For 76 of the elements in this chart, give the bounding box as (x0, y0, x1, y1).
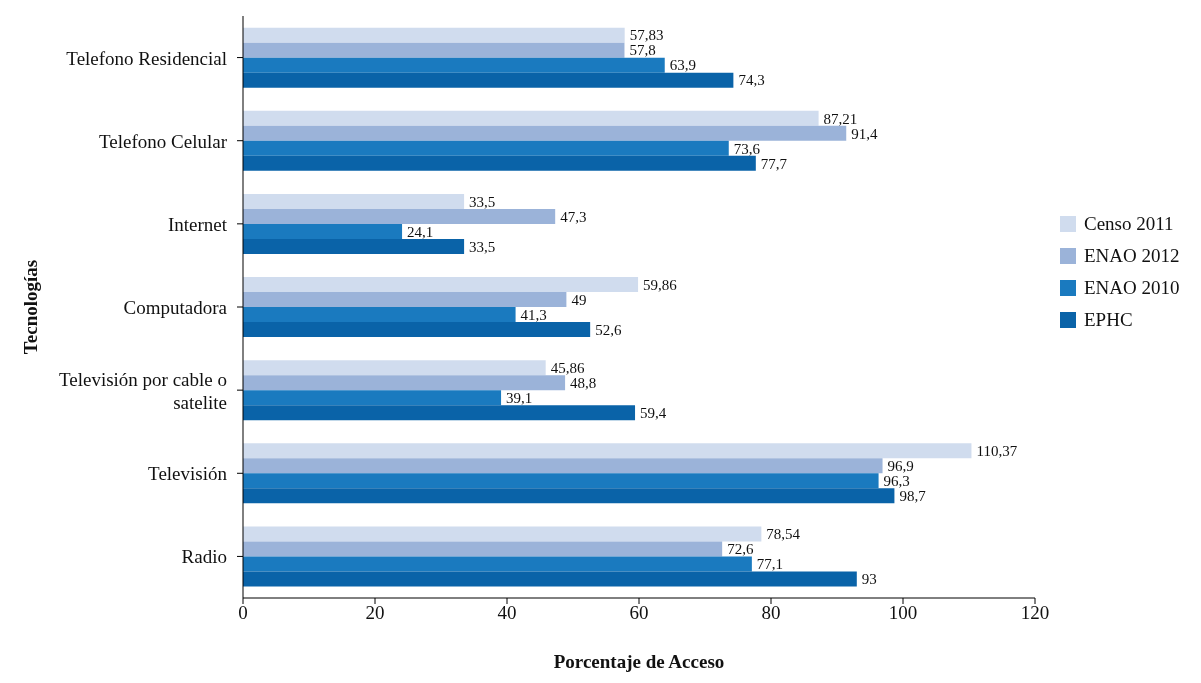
data-label: 98,7 (899, 488, 927, 505)
data-label: 77,7 (760, 155, 788, 172)
bar (243, 292, 567, 308)
y-tick-label: Telefono Celular (99, 130, 228, 152)
x-tick-label: 20 (365, 602, 385, 624)
data-label: 72,6 (727, 541, 754, 558)
y-axis-title: Tecnologías (19, 259, 41, 355)
bar (243, 571, 857, 587)
bar (243, 42, 625, 58)
data-label: 59,4 (640, 405, 667, 422)
bar (243, 125, 847, 141)
data-label: 33,5 (469, 193, 496, 210)
bar (243, 110, 819, 126)
bar (243, 360, 546, 376)
data-label: 47,3 (560, 208, 587, 225)
data-label: 39,1 (506, 390, 533, 407)
bar (243, 155, 756, 171)
legend-label: ENAO 2012 (1084, 245, 1180, 267)
data-label: 96,9 (887, 458, 914, 475)
bar (243, 322, 591, 338)
bar (243, 526, 762, 542)
data-label: 110,37 (976, 443, 1018, 460)
data-label: 48,8 (570, 375, 597, 392)
data-label: 78,54 (766, 526, 801, 543)
bar (243, 57, 665, 73)
bar (243, 238, 465, 254)
y-tick-label: Telefono Residencial (66, 47, 227, 69)
bar (243, 140, 729, 156)
x-axis-title: Porcentaje de Acceso (553, 651, 725, 672)
bar (243, 208, 556, 224)
bar (243, 473, 879, 489)
bar (243, 277, 639, 293)
x-tick-label: 0 (238, 602, 248, 624)
data-label: 63,9 (669, 57, 696, 74)
data-label: 93 (861, 571, 877, 588)
y-tick-label: Internet (167, 213, 228, 235)
y-tick-label: Televisión (148, 462, 228, 484)
bar (243, 193, 465, 209)
data-label: 96,3 (883, 473, 910, 490)
y-tick-label: Televisión por cable o satelite (58, 368, 227, 413)
data-label: 33,5 (469, 238, 496, 255)
data-label: 49 (571, 291, 587, 308)
legend-label: Censo 2011 (1084, 213, 1174, 235)
legend-label: EPHC (1084, 309, 1133, 331)
bar (243, 72, 734, 88)
bar (243, 488, 895, 504)
data-label: 59,86 (643, 276, 678, 293)
bar (243, 375, 566, 391)
bar (243, 458, 883, 474)
data-label: 41,3 (520, 306, 547, 323)
data-label: 52,6 (595, 321, 622, 338)
bar (243, 307, 516, 323)
data-label: 77,1 (756, 556, 784, 573)
x-tick-label: 80 (761, 602, 781, 624)
x-tick-label: 100 (888, 602, 918, 624)
x-tick-label: 60 (629, 602, 649, 624)
y-tick-label: Radio (181, 545, 227, 567)
x-tick-label: 120 (1020, 602, 1050, 624)
bar (243, 556, 752, 572)
data-label: 57,83 (629, 27, 664, 44)
data-label: 24,1 (407, 223, 434, 240)
y-tick-label: Computadora (123, 296, 228, 318)
x-tick-label: 40 (497, 602, 517, 624)
data-label: 91,4 (851, 125, 878, 142)
bar (243, 390, 502, 406)
bar (243, 541, 723, 557)
data-label: 45,86 (550, 360, 585, 377)
legend-label: ENAO 2010 (1084, 277, 1180, 299)
data-label: 73,6 (733, 140, 761, 157)
data-label: 74,3 (738, 72, 765, 89)
bar (243, 27, 625, 43)
bar (243, 223, 403, 239)
bar (243, 443, 972, 459)
data-label: 57,8 (629, 42, 656, 59)
data-label: 87,21 (823, 110, 858, 127)
bar (243, 405, 636, 421)
